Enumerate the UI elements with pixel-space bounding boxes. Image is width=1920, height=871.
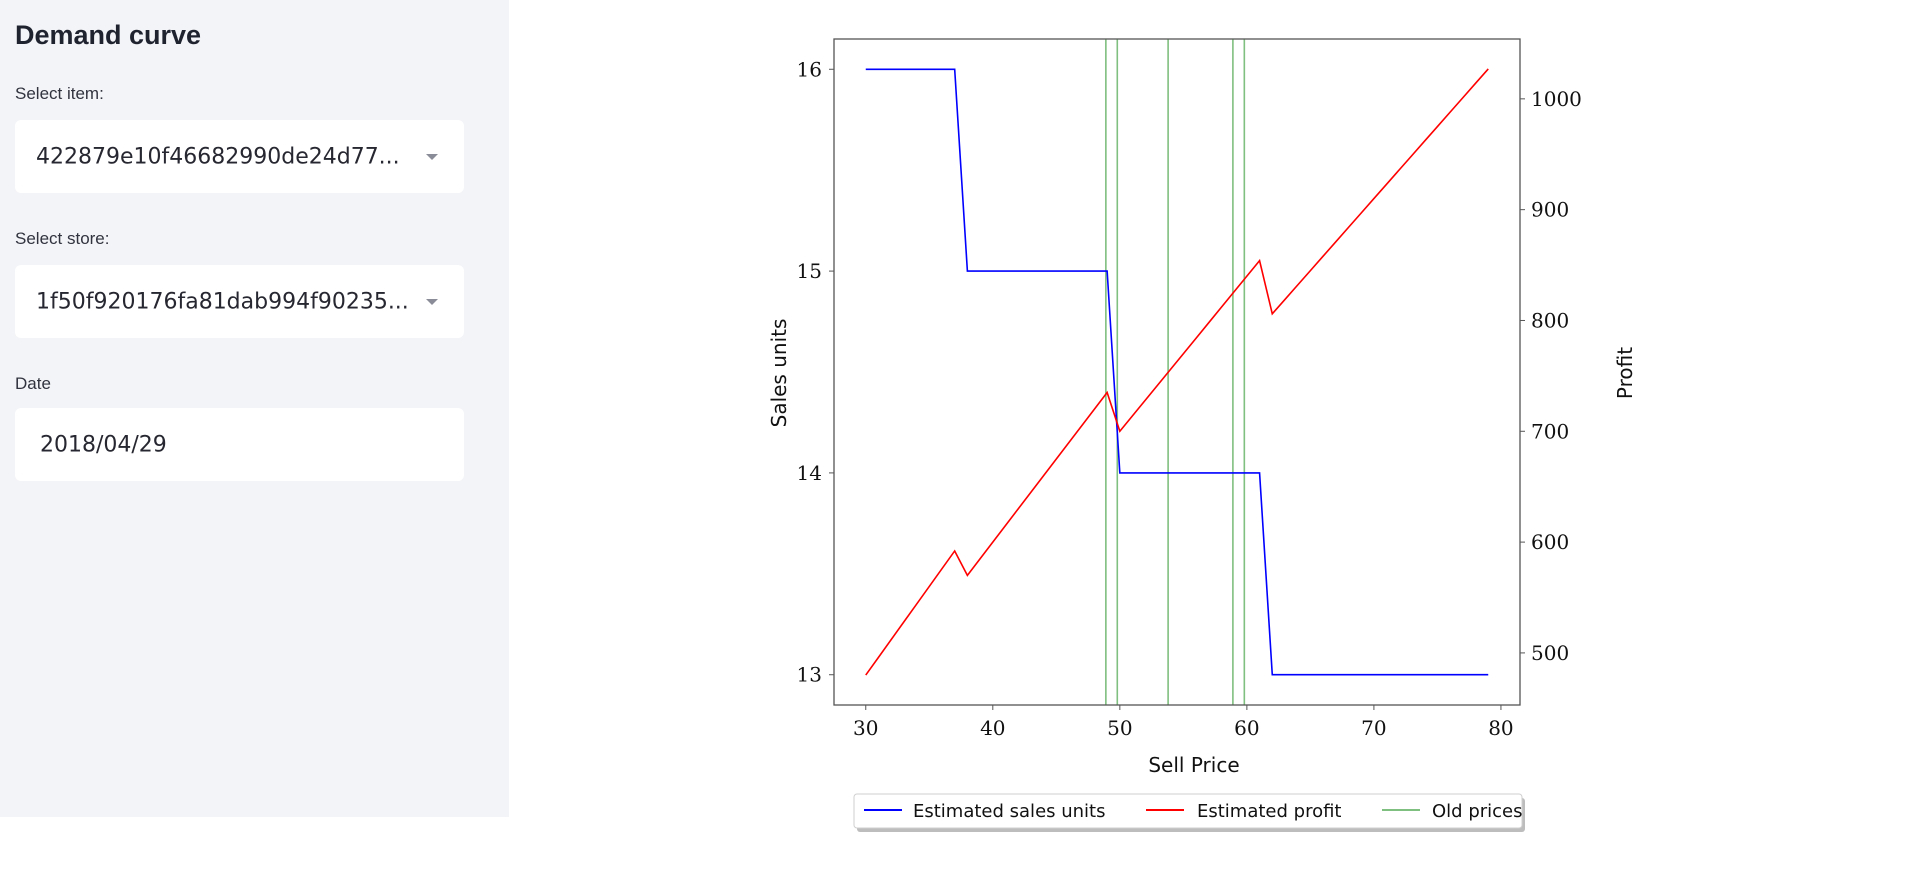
y-tick-label: 15 xyxy=(797,259,822,283)
y-axis-label: Sales units xyxy=(767,319,791,428)
y-tick-label: 14 xyxy=(797,461,822,485)
sidebar-title: Demand curve xyxy=(15,20,202,50)
y2-tick-label: 700 xyxy=(1531,419,1569,443)
legend-box xyxy=(853,793,1523,829)
x-tick-label: 50 xyxy=(1107,716,1132,740)
x-tick-label: 70 xyxy=(1361,716,1386,740)
chevron-down-icon[interactable] xyxy=(426,298,438,305)
y2-tick-label: 800 xyxy=(1531,308,1569,332)
y-tick-label: 13 xyxy=(797,663,822,687)
y2-tick-label: 900 xyxy=(1531,198,1569,222)
item-select-value: 422879e10f46682990de24d77... xyxy=(36,144,400,169)
date-label: Date xyxy=(15,374,51,393)
profit-line xyxy=(865,68,1489,676)
x-tick-label: 40 xyxy=(980,716,1005,740)
y2-tick-label: 600 xyxy=(1531,530,1569,554)
legend-label: Estimated profit xyxy=(1197,801,1342,822)
x-axis-label: Sell Price xyxy=(1148,753,1239,777)
x-tick-label: 30 xyxy=(853,716,878,740)
x-tick-label: 80 xyxy=(1488,716,1513,740)
legend-label: Old prices xyxy=(1432,801,1523,822)
y2-tick-label: 500 xyxy=(1531,641,1569,665)
store-select[interactable]: 1f50f920176fa81dab994f90235... xyxy=(15,265,464,338)
y2-axis-label: Profit xyxy=(1613,347,1637,399)
y2-tick-label: 1000 xyxy=(1531,87,1582,111)
date-input[interactable]: 2018/04/29 xyxy=(15,408,464,481)
legend-label: Estimated sales units xyxy=(913,801,1106,822)
chevron-down-icon[interactable] xyxy=(426,153,438,160)
plot-frame xyxy=(833,38,1521,706)
item-select[interactable]: 422879e10f46682990de24d77... xyxy=(15,120,464,193)
item-select-label: Select item: xyxy=(15,84,104,103)
store-select-label: Select store: xyxy=(15,229,110,248)
store-select-value: 1f50f920176fa81dab994f90235... xyxy=(36,289,409,314)
date-input-value: 2018/04/29 xyxy=(40,432,167,457)
sidebar: Demand curve Select item: 422879e10f4668… xyxy=(0,0,509,817)
y-tick-label: 16 xyxy=(797,57,822,81)
x-tick-label: 60 xyxy=(1234,716,1259,740)
sales-units-line xyxy=(865,68,1489,676)
